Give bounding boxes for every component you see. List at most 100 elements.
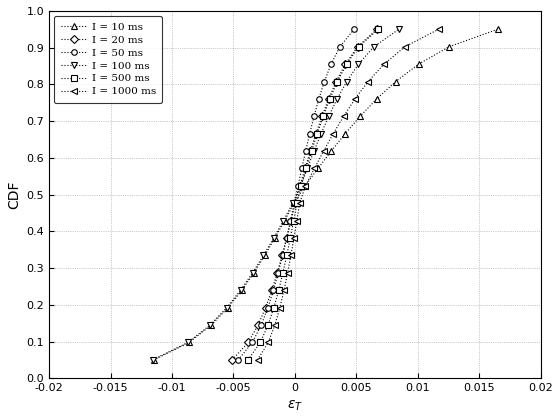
I = 10 ms <box>239 288 245 293</box>
I = 1000 ms <box>281 288 287 293</box>
I = 1000 ms <box>365 79 371 84</box>
Line: I = 500 ms: I = 500 ms <box>245 26 381 362</box>
I = 100 ms <box>270 236 277 241</box>
I = 100 ms <box>150 357 156 362</box>
I = 50 ms <box>298 166 305 171</box>
I = 50 ms <box>291 201 297 206</box>
I = 20 ms <box>262 305 269 310</box>
I = 1000 ms <box>381 62 388 67</box>
I = 100 ms <box>280 218 287 223</box>
I = 50 ms <box>249 340 256 345</box>
I = 500 ms <box>245 357 251 362</box>
Line: I = 20 ms: I = 20 ms <box>230 26 380 362</box>
I = 100 ms <box>304 166 311 171</box>
I = 10 ms <box>262 253 268 258</box>
I = 100 ms <box>297 184 304 189</box>
Legend: I = 10 ms, I = 20 ms, I = 50 ms, I = 100 ms, I = 500 ms, I = 1000 ms: I = 10 ms, I = 20 ms, I = 50 ms, I = 100… <box>54 16 162 102</box>
I = 50 ms <box>295 184 301 189</box>
I = 100 ms <box>207 323 213 328</box>
I = 50 ms <box>351 27 357 32</box>
I = 500 ms <box>290 218 297 223</box>
I = 1000 ms <box>277 305 283 310</box>
I = 1000 ms <box>287 253 294 258</box>
I = 10 ms <box>446 44 452 49</box>
I = 10 ms <box>315 166 321 171</box>
I = 100 ms <box>290 201 296 206</box>
I = 20 ms <box>255 323 262 328</box>
I = 10 ms <box>393 79 399 84</box>
I = 100 ms <box>311 149 318 154</box>
I = 50 ms <box>287 218 294 223</box>
I = 50 ms <box>311 114 318 119</box>
I = 20 ms <box>319 114 325 119</box>
I = 500 ms <box>270 305 277 310</box>
I = 10 ms <box>272 236 278 241</box>
I = 20 ms <box>374 27 380 32</box>
I = 50 ms <box>270 288 277 293</box>
I = 500 ms <box>375 27 381 32</box>
I = 1000 ms <box>352 96 358 101</box>
I = 10 ms <box>250 270 257 276</box>
I = 20 ms <box>297 184 304 189</box>
Line: I = 1000 ms: I = 1000 ms <box>255 26 441 362</box>
I = 50 ms <box>264 305 271 310</box>
I = 50 ms <box>337 44 343 49</box>
I = 10 ms <box>302 184 309 189</box>
I = 10 ms <box>374 96 380 101</box>
I = 100 ms <box>395 27 402 32</box>
I = 1000 ms <box>284 270 291 276</box>
I = 20 ms <box>283 236 290 241</box>
I = 100 ms <box>185 340 192 345</box>
I = 10 ms <box>328 149 334 154</box>
I = 500 ms <box>308 149 315 154</box>
I = 20 ms <box>333 79 339 84</box>
I = 20 ms <box>279 253 286 258</box>
I = 20 ms <box>325 96 332 101</box>
I = 100 ms <box>334 96 340 101</box>
I = 1000 ms <box>330 131 337 136</box>
Line: I = 100 ms: I = 100 ms <box>150 26 402 362</box>
I = 20 ms <box>268 288 275 293</box>
I = 20 ms <box>229 357 236 362</box>
I = 500 ms <box>257 340 264 345</box>
I = 10 ms <box>281 218 288 223</box>
I = 50 ms <box>283 236 290 241</box>
Line: I = 50 ms: I = 50 ms <box>235 26 357 362</box>
I = 50 ms <box>302 149 309 154</box>
I = 100 ms <box>249 270 256 276</box>
I = 1000 ms <box>311 166 318 171</box>
I = 1000 ms <box>291 236 297 241</box>
Y-axis label: CDF: CDF <box>7 180 21 209</box>
I = 500 ms <box>303 166 310 171</box>
I = 50 ms <box>235 357 241 362</box>
I = 1000 ms <box>293 218 300 223</box>
I = 10 ms <box>416 62 422 67</box>
I = 500 ms <box>326 96 333 101</box>
I = 500 ms <box>320 114 326 119</box>
I = 20 ms <box>274 270 281 276</box>
I = 20 ms <box>312 131 319 136</box>
I = 10 ms <box>151 357 157 362</box>
I = 10 ms <box>494 27 501 32</box>
I = 10 ms <box>186 340 193 345</box>
I = 1000 ms <box>320 149 327 154</box>
I = 500 ms <box>334 79 341 84</box>
I = 500 ms <box>287 236 293 241</box>
I = 100 ms <box>355 62 362 67</box>
I = 10 ms <box>291 201 297 206</box>
I = 500 ms <box>265 323 272 328</box>
I = 1000 ms <box>435 27 442 32</box>
Line: I = 10 ms: I = 10 ms <box>151 26 501 362</box>
I = 20 ms <box>245 340 251 345</box>
I = 100 ms <box>223 305 230 310</box>
I = 500 ms <box>343 62 350 67</box>
I = 1000 ms <box>272 323 278 328</box>
I = 20 ms <box>342 62 349 67</box>
I = 100 ms <box>325 114 332 119</box>
I = 500 ms <box>356 44 362 49</box>
I = 100 ms <box>343 79 350 84</box>
I = 500 ms <box>279 270 286 276</box>
I = 50 ms <box>321 79 328 84</box>
X-axis label: $\epsilon_{T}$: $\epsilon_{T}$ <box>287 399 303 413</box>
I = 50 ms <box>315 96 322 101</box>
